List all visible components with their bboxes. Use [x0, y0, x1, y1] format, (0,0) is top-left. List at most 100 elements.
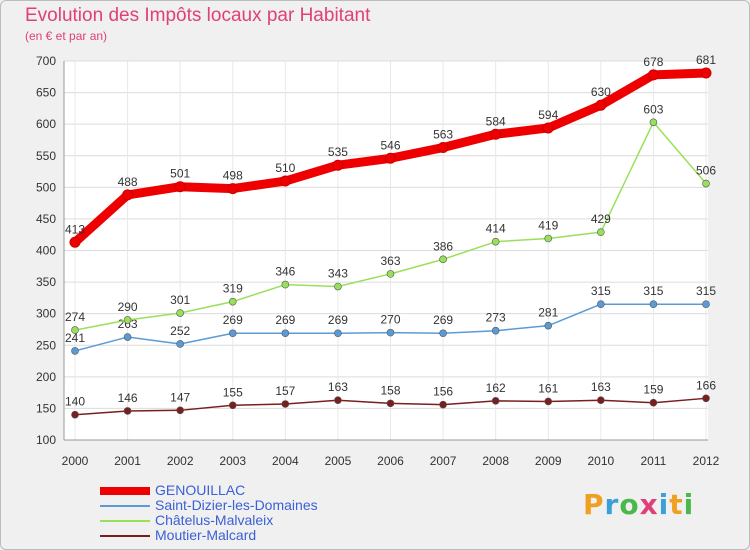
y-tick-label: 550 — [36, 149, 56, 163]
data-label: 163 — [328, 380, 348, 394]
data-label: 166 — [696, 378, 716, 392]
data-label: 413 — [65, 222, 85, 236]
y-tick-label: 450 — [36, 212, 56, 226]
data-label: 140 — [65, 395, 85, 409]
data-label: 501 — [170, 167, 190, 181]
data-label: 319 — [223, 282, 243, 296]
data-point — [700, 67, 712, 79]
data-label: 584 — [486, 114, 506, 128]
legend-item: Saint-Dizier-les-Domaines — [100, 497, 420, 513]
data-label: 270 — [380, 313, 400, 327]
data-point — [123, 407, 132, 415]
data-point — [439, 400, 447, 409]
x-tick-label: 2006 — [377, 454, 404, 468]
data-point — [597, 228, 605, 236]
data-point — [228, 329, 237, 338]
x-tick-label: 2004 — [272, 454, 299, 468]
legend-swatch — [100, 487, 150, 495]
data-point — [491, 326, 500, 335]
brand-letter: i — [658, 488, 670, 521]
data-label: 159 — [643, 383, 663, 397]
data-label: 594 — [538, 108, 558, 122]
data-point — [702, 300, 710, 308]
x-tick-label: 2009 — [535, 454, 562, 468]
data-point — [542, 122, 554, 134]
legend-label: GENOUILLAC — [155, 482, 246, 498]
data-point — [491, 237, 500, 246]
data-label: 269 — [275, 313, 295, 327]
data-point — [279, 175, 291, 187]
data-label: 315 — [643, 284, 663, 298]
data-label: 269 — [328, 313, 348, 327]
data-point — [544, 234, 553, 243]
data-point — [439, 329, 447, 338]
data-point — [332, 159, 344, 171]
data-label: 386 — [433, 239, 453, 253]
data-label: 510 — [275, 161, 295, 175]
data-label: 488 — [118, 175, 138, 189]
data-point — [649, 118, 658, 127]
data-point — [334, 329, 342, 338]
data-point — [227, 183, 239, 195]
x-tick-label: 2003 — [219, 454, 246, 468]
brand-letter: i — [683, 488, 695, 521]
chart-subtitle: (en € et par an) — [25, 29, 108, 43]
data-point — [71, 347, 79, 355]
brand-logo: Proxiti — [583, 488, 694, 521]
data-point — [386, 328, 395, 337]
data-point — [123, 333, 132, 341]
y-tick-label: 400 — [36, 244, 56, 258]
data-label: 252 — [170, 324, 190, 338]
data-label: 274 — [65, 310, 85, 324]
x-tick-label: 2002 — [167, 454, 194, 468]
x-tick-label: 2001 — [114, 454, 141, 468]
data-point — [597, 300, 605, 308]
data-point — [123, 316, 132, 324]
data-point — [386, 399, 395, 408]
data-point — [490, 128, 502, 140]
brand-letter: P — [583, 488, 605, 521]
data-label: 603 — [643, 102, 663, 116]
data-label: 563 — [433, 128, 453, 142]
data-label: 343 — [328, 267, 348, 281]
y-tick-label: 600 — [36, 117, 56, 131]
x-tick-label: 2010 — [587, 454, 614, 468]
data-point — [597, 396, 605, 405]
data-point — [385, 152, 396, 164]
data-label: 630 — [591, 85, 611, 99]
data-point — [544, 397, 553, 406]
data-label: 281 — [538, 306, 558, 320]
data-label: 162 — [486, 381, 506, 395]
y-tick-label: 500 — [36, 180, 56, 194]
data-point — [334, 396, 342, 405]
x-tick-label: 2008 — [482, 454, 509, 468]
data-label: 346 — [275, 265, 295, 279]
data-label: 161 — [538, 381, 558, 395]
data-point — [69, 236, 81, 248]
data-label: 158 — [380, 383, 400, 397]
data-point — [647, 69, 659, 81]
data-label: 147 — [170, 390, 190, 404]
data-point — [702, 179, 710, 188]
data-point — [228, 297, 237, 306]
brand-letter: o — [619, 488, 640, 521]
data-label: 163 — [591, 380, 611, 394]
legend-swatch — [100, 505, 150, 507]
x-tick-label: 2000 — [62, 454, 89, 468]
y-tick-label: 300 — [36, 307, 56, 321]
data-point — [437, 142, 449, 154]
data-label: 535 — [328, 145, 348, 159]
y-tick-label: 100 — [36, 433, 56, 447]
legend-label: Saint-Dizier-les-Domaines — [155, 497, 318, 513]
data-point — [176, 406, 184, 415]
chart-title: Evolution des Impôts locaux par Habitant — [25, 5, 371, 26]
x-tick-label: 2007 — [430, 454, 457, 468]
data-point — [174, 181, 186, 193]
data-label: 155 — [223, 385, 243, 399]
data-point — [281, 329, 290, 338]
legend-item: Châtelus-Malvaleix — [100, 512, 420, 528]
data-label: 498 — [223, 169, 243, 183]
y-tick-label: 650 — [36, 86, 56, 100]
data-label: 429 — [591, 212, 611, 226]
